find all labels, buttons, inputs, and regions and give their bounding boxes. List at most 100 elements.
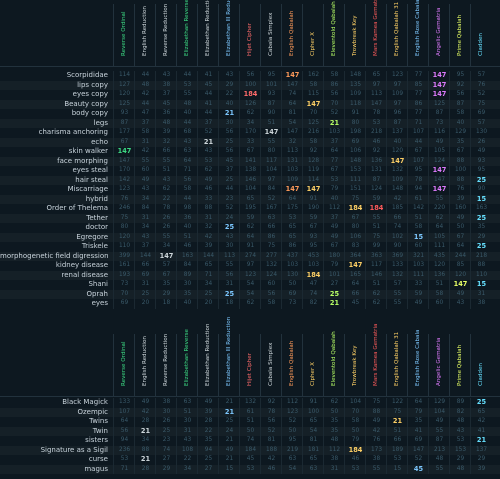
value-cell[interactable]: 88 (449, 175, 471, 185)
value-cell[interactable]: 97 (386, 80, 408, 90)
table-row[interactable]: Scorpididae 114 44 43 44 41 43 56 95 147 162 58 148 6… (0, 71, 500, 81)
value-cell[interactable]: 55 (428, 194, 450, 204)
value-cell[interactable]: 18 (155, 299, 177, 309)
value-cell[interactable]: 93 (113, 109, 135, 119)
value-cell[interactable]: 49 (449, 213, 471, 223)
value-cell[interactable]: 38 (470, 299, 492, 309)
value-cell[interactable]: 65 (239, 194, 261, 204)
value-cell[interactable]: 27 (323, 280, 345, 290)
value-cell[interactable]: 57 (386, 280, 408, 290)
value-cell[interactable]: 129 (428, 398, 450, 408)
value-cell[interactable]: 219 (281, 445, 303, 455)
value-cell[interactable]: 58 (344, 417, 366, 427)
value-cell[interactable]: 43 (176, 137, 198, 147)
value-cell[interactable]: 115 (302, 90, 324, 100)
value-cell[interactable]: 55 (176, 90, 198, 100)
matching-value-cell[interactable]: 147 (302, 99, 324, 109)
value-cell[interactable]: 69 (407, 436, 429, 446)
value-cell[interactable]: 89 (176, 270, 198, 280)
value-cell[interactable]: 86 (281, 242, 303, 252)
value-cell[interactable]: 54 (281, 464, 303, 474)
value-cell[interactable]: 246 (113, 204, 135, 214)
value-cell[interactable]: 42 (134, 407, 156, 417)
value-cell[interactable]: 36 (176, 213, 198, 223)
value-cell[interactable]: 51 (176, 407, 198, 417)
value-cell[interactable]: 76 (365, 436, 387, 446)
value-cell[interactable]: 95 (260, 71, 282, 81)
table-row[interactable]: skin walker 147 42 66 63 43 56 67 80 113 92 64 106 92… (0, 147, 500, 157)
value-cell[interactable]: 64 (323, 147, 345, 157)
value-cell[interactable]: 62 (239, 109, 261, 119)
value-cell[interactable]: 31 (197, 213, 219, 223)
value-cell[interactable]: 61 (407, 194, 429, 204)
value-cell[interactable]: 37 (134, 242, 156, 252)
value-cell[interactable]: 105 (428, 147, 450, 157)
value-cell[interactable]: 188 (260, 445, 282, 455)
value-cell[interactable]: 55 (155, 232, 177, 242)
value-cell[interactable]: 130 (470, 128, 492, 138)
value-cell[interactable]: 91 (302, 398, 324, 408)
value-cell[interactable]: 18 (218, 299, 240, 309)
value-cell[interactable]: 51 (155, 166, 177, 176)
value-cell[interactable]: 62 (428, 213, 450, 223)
value-cell[interactable]: 129 (449, 128, 471, 138)
value-cell[interactable]: 147 (428, 175, 450, 185)
value-cell[interactable]: 97 (365, 80, 387, 90)
value-cell[interactable]: 114 (302, 175, 324, 185)
value-cell[interactable]: 45 (218, 156, 240, 166)
value-cell[interactable]: 104 (260, 166, 282, 176)
value-cell[interactable]: 95 (470, 166, 492, 176)
value-cell[interactable]: 40 (323, 194, 345, 204)
value-cell[interactable]: 137 (386, 128, 408, 138)
value-cell[interactable]: 103 (407, 261, 429, 271)
value-cell[interactable]: 75 (365, 232, 387, 242)
value-cell[interactable]: 56 (113, 426, 135, 436)
value-cell[interactable]: 56 (176, 175, 198, 185)
value-cell[interactable]: 44 (176, 71, 198, 81)
value-cell[interactable]: 104 (344, 398, 366, 408)
value-cell[interactable]: 52 (470, 90, 492, 100)
value-cell[interactable]: 61 (239, 407, 261, 417)
value-cell[interactable]: 50 (239, 426, 261, 436)
value-cell[interactable]: 220 (428, 204, 450, 214)
value-cell[interactable]: 130 (281, 270, 303, 280)
column-header[interactable]: Trowbreak Key (344, 334, 366, 396)
value-cell[interactable]: 117 (260, 156, 282, 166)
value-cell[interactable]: 133 (113, 398, 135, 408)
value-cell[interactable]: 62 (365, 299, 387, 309)
value-cell[interactable]: 44 (176, 194, 198, 204)
value-cell[interactable]: 32 (197, 223, 219, 233)
column-header[interactable]: Reverse Reduction (155, 4, 177, 66)
column-header[interactable]: Eleventold Qabalah (323, 1, 345, 66)
value-cell[interactable]: 75 (470, 99, 492, 109)
value-cell[interactable]: 111 (344, 175, 366, 185)
value-cell[interactable]: 120 (428, 261, 450, 271)
value-cell[interactable]: 177 (113, 128, 135, 138)
value-cell[interactable]: 41 (407, 426, 429, 436)
value-cell[interactable]: 84 (176, 261, 198, 271)
value-cell[interactable]: 91 (239, 242, 261, 252)
value-cell[interactable]: 25 (218, 137, 240, 147)
value-cell[interactable]: 67 (239, 147, 261, 157)
value-cell[interactable]: 55 (365, 464, 387, 474)
value-cell[interactable]: 30 (176, 280, 198, 290)
column-header[interactable]: Cabala Simplex (260, 334, 282, 396)
table-row[interactable]: Shani 73 31 35 30 34 31 54 60 50 47 27 64 51 57 33 51 147… (0, 280, 500, 290)
value-cell[interactable]: 43 (155, 175, 177, 185)
value-cell[interactable]: 112 (323, 445, 345, 455)
value-cell[interactable]: 53 (365, 118, 387, 128)
value-cell[interactable]: 51 (176, 232, 198, 242)
value-cell[interactable]: 55 (134, 156, 156, 166)
value-cell[interactable]: 38 (155, 80, 177, 90)
table-row[interactable]: hybrid 76 34 22 44 33 23 65 52 64 91 40 75 59 42 61 55 39… (0, 194, 500, 204)
value-cell[interactable]: 26 (155, 223, 177, 233)
value-cell[interactable]: 20 (197, 299, 219, 309)
value-cell[interactable]: 153 (449, 445, 471, 455)
value-cell[interactable]: 127 (113, 80, 135, 90)
value-cell[interactable]: 37 (323, 213, 345, 223)
matching-value-cell[interactable]: 15 (407, 232, 429, 242)
value-cell[interactable]: 53 (281, 213, 303, 223)
column-header[interactable]: Elizabethan III Reduction (218, 317, 240, 396)
value-cell[interactable]: 75 (260, 242, 282, 252)
value-cell[interactable]: 56 (260, 417, 282, 427)
